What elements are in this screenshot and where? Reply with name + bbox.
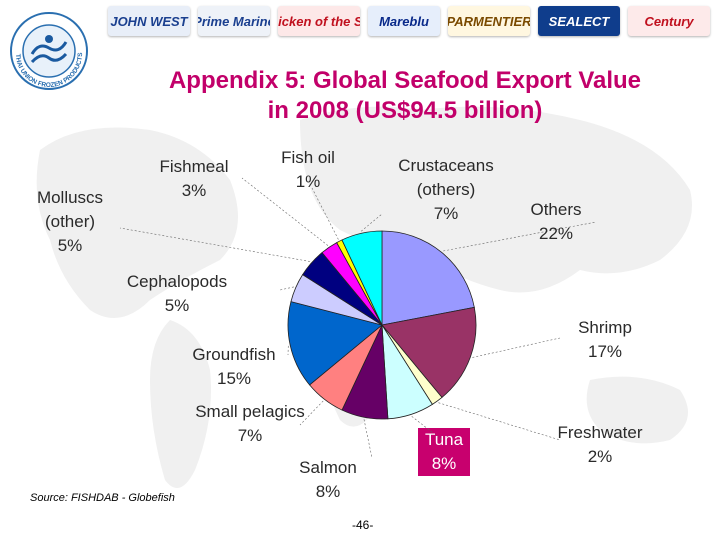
label-tuna: Tuna 8% — [424, 430, 464, 473]
label-small-pelagics: Small pelagics 7% — [195, 402, 305, 445]
brand-logo-chicken-of-the-sea: Chicken of the Sea — [278, 6, 360, 36]
source-note: Source: FISHDAB - Globefish — [30, 492, 175, 504]
label-shrimp: Shrimp 17% — [578, 318, 632, 361]
label-crustaceans: Crustaceans (others) 7% — [398, 156, 494, 223]
label-cephalopods: Cephalopods 5% — [126, 272, 228, 315]
leader-line — [472, 337, 561, 358]
brand-logo-prime-marine: Prime Marine — [198, 6, 270, 36]
leader-line — [363, 419, 373, 459]
pie-slice-crustaceans-others- — [341, 230, 383, 326]
label-freshwater: Freshwater 2% — [557, 423, 643, 466]
leader-line — [438, 402, 561, 441]
pie-slice-shrimp — [381, 306, 477, 398]
leader-line — [411, 416, 443, 441]
company-logo: THAI UNION FROZEN PRODUCTS PCL — [6, 8, 88, 90]
leader-line — [311, 187, 339, 240]
brand-logo-parmentier: PARMENTIER — [448, 6, 530, 36]
tuna-label-background — [418, 428, 470, 476]
leader-line — [443, 221, 597, 252]
leader-line — [119, 227, 311, 262]
label-fishmeal: Fishmeal 3% — [159, 157, 229, 200]
label-others: Others 22% — [530, 200, 582, 243]
leader-line — [360, 213, 383, 232]
brand-logo-century: Century — [628, 6, 710, 36]
label-molluscs: Molluscs (other) 5% — [36, 188, 104, 255]
brand-logo-john-west: JOHN WEST — [108, 6, 190, 36]
brand-logo-sealect: SEALECT — [538, 6, 620, 36]
brand-logo-mareblu: Mareblu — [368, 6, 440, 36]
leader-line — [299, 400, 324, 426]
label-fish-oil: Fish oil 1% — [281, 148, 335, 191]
page-title: Appendix 5: Global Seafood Export Value … — [168, 67, 642, 124]
pie-slice-groundfish — [287, 301, 383, 386]
leader-line — [279, 286, 294, 291]
page-number: -46- — [352, 518, 374, 532]
pie-slice-others — [381, 230, 475, 326]
brand-logo-strip: JOHN WEST Prime Marine Chicken of the Sea M… — [100, 4, 716, 42]
label-salmon: Salmon 8% — [299, 458, 357, 501]
label-groundfish: Groundfish 15% — [192, 345, 276, 388]
